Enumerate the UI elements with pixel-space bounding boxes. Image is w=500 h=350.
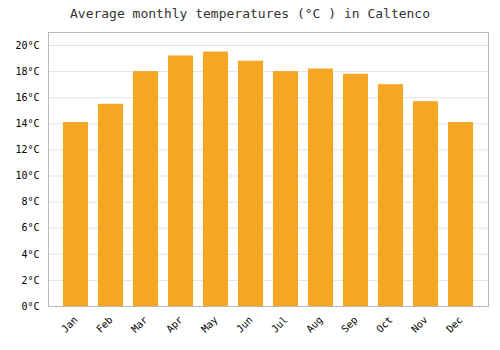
svg-text:Oct: Oct	[374, 314, 395, 335]
svg-text:14°C: 14°C	[15, 118, 39, 129]
svg-text:Dec: Dec	[444, 314, 465, 335]
svg-text:Mar: Mar	[129, 314, 150, 335]
svg-text:6°C: 6°C	[21, 222, 39, 233]
svg-text:Jul: Jul	[269, 314, 290, 335]
svg-text:18°C: 18°C	[15, 66, 39, 77]
svg-text:Jan: Jan	[59, 314, 80, 335]
svg-text:16°C: 16°C	[15, 92, 39, 103]
svg-text:12°C: 12°C	[15, 144, 39, 155]
svg-text:May: May	[199, 314, 220, 335]
svg-text:Nov: Nov	[409, 314, 430, 335]
svg-text:4°C: 4°C	[21, 249, 39, 260]
svg-text:8°C: 8°C	[21, 196, 39, 207]
svg-text:20°C: 20°C	[15, 40, 39, 51]
svg-text:0°C: 0°C	[21, 301, 39, 312]
svg-text:Feb: Feb	[94, 314, 115, 335]
svg-text:2°C: 2°C	[21, 275, 39, 286]
svg-text:10°C: 10°C	[15, 170, 39, 181]
html-text:Average monthly temperatures (: Average monthly temperatures (°C ) in Ca…	[70, 6, 430, 21]
svg-text:Jun: Jun	[234, 314, 255, 335]
svg-text:Aug: Aug	[304, 314, 325, 335]
svg-text:Apr: Apr	[164, 314, 185, 335]
svg-text:Sep: Sep	[339, 314, 360, 335]
